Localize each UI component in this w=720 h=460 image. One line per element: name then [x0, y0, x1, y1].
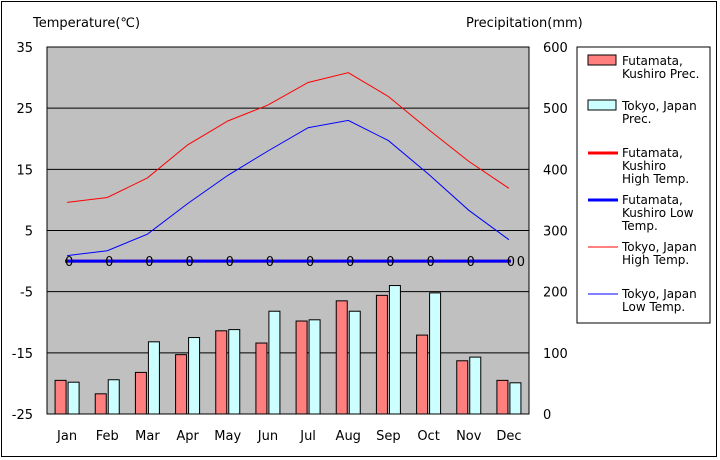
legend-box — [576, 46, 711, 324]
legend-label: Kushiro Prec. — [622, 67, 699, 81]
right-tick-label: 600 — [543, 41, 568, 56]
data-label: 0 — [65, 255, 73, 270]
bar-kushiro-prec — [456, 360, 469, 415]
data-label: 0 — [105, 255, 113, 270]
bar-tokyo-prec — [67, 381, 80, 415]
bar-kushiro-prec — [94, 393, 107, 415]
data-label: 0 — [507, 255, 515, 270]
bar-tokyo-prec — [308, 319, 321, 415]
plot-border — [46, 46, 530, 415]
bar-kushiro-prec — [215, 330, 228, 415]
right-tick-label: 100 — [543, 347, 568, 362]
bar-kushiro-prec — [295, 320, 308, 415]
x-tick-label: Aug — [336, 429, 361, 444]
data-label: 0 — [467, 255, 475, 270]
data-label: 0 — [426, 255, 434, 270]
left-tick-label: 25 — [16, 102, 33, 117]
bar-tokyo-prec — [107, 379, 120, 415]
left-axis-title: Temperature(℃) — [32, 16, 140, 31]
bar-tokyo-prec — [348, 310, 361, 415]
x-tick-label: Oct — [417, 429, 439, 444]
x-tick-label: Apr — [176, 429, 199, 444]
bar-tokyo-prec — [388, 285, 401, 415]
bar-kushiro-prec — [375, 294, 388, 415]
legend-label: Futamata, — [622, 54, 683, 68]
bar-kushiro-prec — [175, 354, 188, 415]
right-tick-label: 400 — [543, 163, 568, 178]
data-label: 0 — [517, 255, 525, 270]
line-tokyo-japan-low-temp- — [67, 119, 510, 257]
bar-tokyo-prec — [509, 382, 522, 415]
x-tick-label: Nov — [456, 429, 482, 444]
legend-label: High Temp. — [622, 172, 689, 186]
bar-tokyo-prec — [147, 341, 160, 415]
x-tick-label: Mar — [135, 429, 160, 444]
left-tick-label: 35 — [16, 41, 33, 56]
bar-tokyo-prec — [469, 356, 482, 415]
bar-kushiro-prec — [134, 371, 147, 415]
data-label: 0 — [266, 255, 274, 270]
bar-kushiro-prec — [416, 334, 429, 415]
bar-kushiro-prec — [54, 379, 67, 415]
x-tick-label: Jul — [299, 429, 316, 444]
x-tick-label: May — [214, 429, 241, 444]
bar-tokyo-prec — [429, 292, 442, 415]
right-tick-label: 200 — [543, 286, 568, 301]
legend-label: Low Temp. — [622, 300, 685, 314]
bar-tokyo-prec — [268, 310, 281, 415]
data-label: 0 — [226, 255, 234, 270]
data-label: 0 — [346, 255, 354, 270]
legend-label: Prec. — [622, 112, 652, 126]
right-tick-label: 300 — [543, 225, 568, 240]
legend-label: Kushiro — [622, 159, 666, 173]
bar-kushiro-prec — [496, 379, 509, 415]
legend-label: Tokyo, Japan — [621, 240, 697, 254]
x-tick-label: Jan — [56, 429, 77, 444]
left-tick-label: -5 — [20, 286, 33, 301]
x-tick-label: Dec — [496, 429, 521, 444]
bar-kushiro-prec — [335, 300, 348, 415]
legend-label: Temp. — [621, 219, 658, 233]
data-label: 0 — [145, 255, 153, 270]
left-tick-label: 15 — [16, 163, 33, 178]
legend-label: Kushiro Low — [622, 206, 694, 220]
data-label: 0 — [386, 255, 394, 270]
legend-swatch — [587, 54, 617, 66]
data-label: 0 — [306, 255, 314, 270]
plot-area: 0 0 0 0 0 0 0 0 0 0 0 0 03525155-5-15-25600500400300… — [12, 41, 568, 444]
bar-kushiro-prec — [255, 342, 268, 415]
x-tick-label: Sep — [376, 429, 401, 444]
x-tick-label: Feb — [96, 429, 119, 444]
right-tick-label: 500 — [543, 102, 568, 117]
x-tick-label: Jun — [257, 429, 278, 444]
data-label: 0 — [185, 255, 193, 270]
legend-label: Tokyo, Japan — [621, 287, 697, 301]
bar-tokyo-prec — [188, 337, 201, 415]
right-axis-title: Precipitation(mm) — [466, 16, 583, 31]
right-tick-label: 0 — [543, 408, 551, 423]
legend-label: Futamata, — [622, 146, 683, 160]
left-tick-label: -25 — [12, 408, 33, 423]
legend-label: Tokyo, Japan — [621, 99, 697, 113]
bar-tokyo-prec — [228, 329, 241, 415]
legend-label: High Temp. — [622, 253, 689, 267]
left-tick-label: -15 — [12, 347, 33, 362]
legend-swatch — [587, 99, 617, 111]
legend: Futamata,Kushiro Prec.Tokyo, JapanPrec.F… — [576, 46, 711, 324]
left-tick-label: 5 — [25, 225, 33, 240]
line-tokyo-japan-high-temp- — [67, 72, 510, 203]
legend-label: Futamata, — [622, 193, 683, 207]
